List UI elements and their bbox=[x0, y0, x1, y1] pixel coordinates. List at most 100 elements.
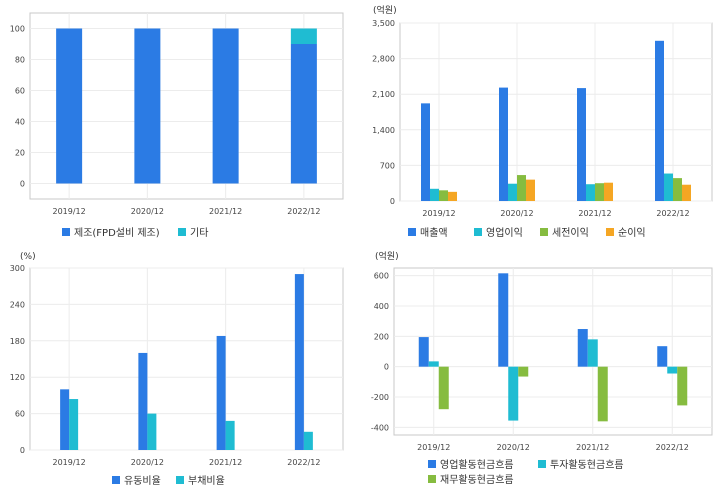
y-tick-label: 400 bbox=[374, 302, 389, 311]
bar bbox=[303, 431, 313, 450]
y-tick-label: 0 bbox=[384, 363, 389, 372]
y-tick-label: 60 bbox=[15, 410, 25, 419]
bar bbox=[508, 183, 517, 201]
bar bbox=[655, 40, 664, 201]
y-tick-label: -200 bbox=[371, 393, 389, 402]
x-tick-label: 2019/12 bbox=[53, 458, 86, 467]
legend-swatch bbox=[176, 476, 184, 484]
bar bbox=[577, 88, 586, 201]
legend-swatch bbox=[428, 475, 436, 483]
y-tick-label: 40 bbox=[15, 118, 25, 127]
legend-label: 기타 bbox=[190, 227, 208, 239]
legend-label: 순이익 bbox=[618, 227, 646, 239]
bar bbox=[508, 366, 519, 421]
bar bbox=[595, 183, 604, 201]
legend-label: 세전이익 bbox=[552, 227, 589, 239]
legend-swatch bbox=[408, 228, 416, 236]
y-tick-label: -400 bbox=[371, 423, 389, 432]
bar bbox=[597, 366, 608, 422]
x-tick-label: 2021/12 bbox=[576, 443, 609, 452]
unit-label: (억원) bbox=[375, 250, 399, 262]
bar bbox=[657, 346, 668, 367]
y-tick-label: 120 bbox=[10, 373, 25, 382]
bar bbox=[421, 103, 430, 201]
chart-3: 0 60 120 180 240 300 2019/12 2020/12 2021/12 2022… bbox=[10, 252, 344, 487]
bar bbox=[438, 366, 449, 410]
y-tick-label: 3,500 bbox=[372, 19, 395, 28]
x-tick-label: 2020/12 bbox=[500, 209, 533, 218]
y-tick-label: 240 bbox=[10, 300, 25, 309]
legend-swatch bbox=[112, 476, 120, 484]
x-tick-label: 2020/12 bbox=[131, 207, 164, 216]
legend-swatch bbox=[540, 228, 548, 236]
unit-label: (억원) bbox=[373, 4, 397, 16]
y-tick-label: 2,800 bbox=[372, 55, 395, 64]
bar bbox=[448, 191, 457, 201]
bar bbox=[69, 399, 79, 450]
bar bbox=[216, 335, 226, 450]
bar bbox=[517, 175, 526, 201]
bar bbox=[430, 188, 439, 201]
legend-label: 영업활동현금흐름 bbox=[440, 458, 514, 471]
legend-label: 영업이익 bbox=[486, 226, 523, 239]
x-tick-label: 2019/12 bbox=[417, 443, 450, 452]
legend-label: 부채비율 bbox=[188, 475, 225, 487]
x-tick-label: 2020/12 bbox=[131, 458, 164, 467]
bar bbox=[294, 274, 304, 450]
legend-swatch bbox=[178, 228, 186, 236]
y-tick-label: 200 bbox=[374, 332, 389, 341]
y-tick-label: 60 bbox=[15, 87, 25, 96]
bar bbox=[673, 178, 682, 201]
legend-label: 투자활동현금흐름 bbox=[550, 458, 624, 471]
bar bbox=[587, 339, 598, 367]
y-tick-label: 700 bbox=[380, 161, 395, 170]
chart-2: 0 700 1,400 2,100 2,800 3,500 2019/12 2020/12 20… bbox=[372, 4, 713, 239]
y-tick-label: 0 bbox=[20, 180, 25, 189]
bar bbox=[290, 44, 317, 184]
bar bbox=[439, 190, 448, 201]
y-tick-label: 100 bbox=[10, 25, 25, 34]
bar bbox=[428, 361, 439, 367]
y-tick-label: 1,400 bbox=[372, 126, 395, 135]
chart-1: 0 20 40 60 80 100 2019/12 2020/12 2021/12 2022/12… bbox=[10, 12, 344, 239]
legend-label: 유동비율 bbox=[124, 475, 161, 487]
y-tick-label: 180 bbox=[10, 337, 25, 346]
unit-label: (%) bbox=[20, 252, 36, 262]
x-tick-label: 2022/12 bbox=[287, 207, 320, 216]
bar bbox=[225, 420, 235, 450]
bar bbox=[134, 28, 161, 184]
y-tick-label: 80 bbox=[15, 56, 25, 65]
x-tick-label: 2021/12 bbox=[209, 207, 242, 216]
bar bbox=[418, 337, 429, 367]
legend-label: 매출액 bbox=[420, 227, 448, 239]
legend-swatch bbox=[62, 228, 70, 236]
legend-label: 제조(FPD설비 제조) bbox=[74, 227, 160, 239]
chart-4: -400 -200 0 200 400 600 2019/12 2020/12 2021/12 2… bbox=[371, 250, 713, 486]
bar bbox=[56, 28, 83, 184]
y-tick-label: 20 bbox=[15, 149, 25, 158]
bar bbox=[667, 366, 678, 374]
x-tick-label: 2019/12 bbox=[53, 207, 86, 216]
plot-area bbox=[29, 267, 344, 451]
y-tick-label: 0 bbox=[20, 446, 25, 455]
x-tick-label: 2021/12 bbox=[209, 458, 242, 467]
bar bbox=[212, 28, 239, 184]
legend-swatch bbox=[606, 228, 614, 236]
bar bbox=[290, 28, 317, 44]
x-tick-label: 2022/12 bbox=[287, 458, 320, 467]
bar bbox=[60, 389, 70, 450]
bar bbox=[526, 179, 535, 201]
y-tick-label: 0 bbox=[390, 197, 395, 206]
bar bbox=[604, 182, 613, 201]
x-tick-label: 2020/12 bbox=[497, 443, 530, 452]
y-tick-label: 300 bbox=[10, 264, 25, 273]
bar bbox=[518, 366, 529, 377]
y-tick-label: 600 bbox=[374, 272, 389, 281]
bar bbox=[586, 184, 595, 201]
legend-label: 재무활동현금흐름 bbox=[440, 473, 514, 486]
x-tick-label: 2019/12 bbox=[422, 209, 455, 218]
x-tick-label: 2021/12 bbox=[578, 209, 611, 218]
bar bbox=[138, 352, 148, 450]
legend-swatch bbox=[474, 228, 482, 236]
